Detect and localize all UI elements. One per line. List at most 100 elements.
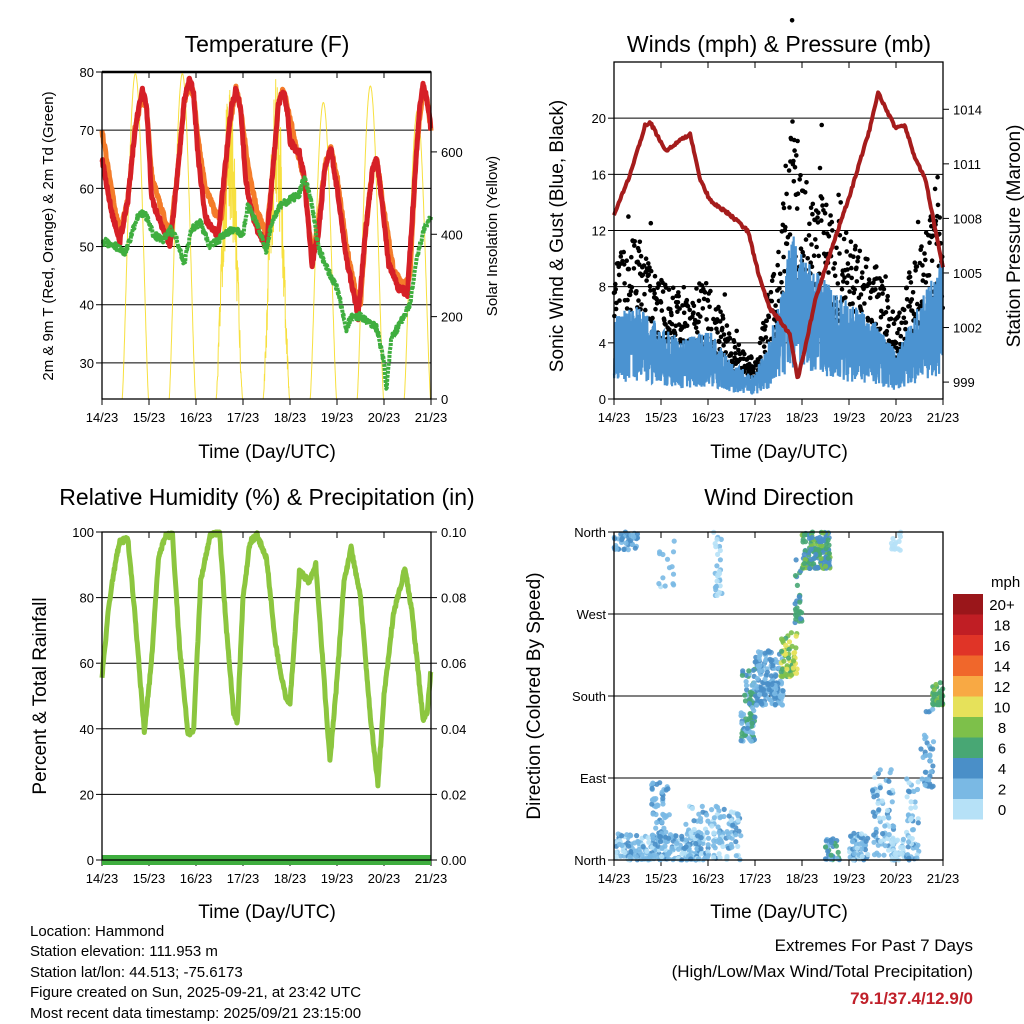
gust-point [626,214,631,219]
gust-point [901,307,907,313]
gust-point [923,280,929,285]
wind-direction-point [754,685,760,691]
wind-direction-point [757,651,763,658]
gust-point [777,271,783,277]
gust-point [652,291,657,296]
wind-direction-point [714,536,720,543]
gust-point [650,315,655,321]
y-right-tick-label: 0.04 [441,722,466,737]
wind-direction-point [613,546,620,552]
wind-direction-point [892,545,899,551]
gust-point [639,302,644,307]
gust-point [777,286,782,291]
gust-point [868,295,873,301]
wind-direction-point [822,856,829,862]
gust-point [898,333,904,339]
gust-point [721,332,727,337]
gust-point [629,285,635,290]
gust-point [727,335,733,341]
gust-point [815,215,820,220]
wind-direction-point [859,846,865,852]
latlon-text: Station lat/lon: 44.513; -75.6173 [30,964,243,981]
wind-direction-point [679,836,685,842]
gust-point [632,243,637,248]
gust-point [797,177,802,182]
gust-point [808,260,813,266]
gust-point [843,295,848,300]
gust-point [621,262,627,267]
gust-point [667,327,672,332]
wind-direction-point [937,680,943,686]
x-tick-label: 21/23 [415,871,448,886]
wind-direction-point [769,657,775,663]
gust-point [637,239,643,245]
gust-point [670,285,676,291]
gust-point [937,215,942,220]
gust-point [629,254,634,260]
gust-point [703,281,709,286]
wind-direction-point [762,692,768,698]
2m-t-line [99,75,433,323]
wind-direction-point [683,837,689,843]
wind-direction-point [826,550,832,556]
x-tick-label: 21/23 [927,871,960,886]
wind-direction-point [712,541,718,547]
gust-point [666,287,672,292]
y-right-tick-label: 0.02 [441,787,466,802]
colorbar-label: 0 [998,802,1006,819]
wind-direction-point [935,699,941,705]
gust-point [791,179,797,184]
gust-point [616,272,622,278]
wind-direction-point [713,803,719,810]
gust-point [654,297,659,302]
wind-direction-point [696,811,702,817]
wind-direction-point [625,547,631,553]
wind-direction-point [885,835,891,842]
wind-direction-point [886,832,892,838]
wind-direction-point [793,608,799,614]
gust-point [654,300,660,306]
winds-pressure-panel: Winds (mph) & Pressure (mb) Time (Day/UT… [547,18,1024,463]
wind-direction-point [716,829,722,836]
gust-point [787,205,792,210]
gust-point [810,211,815,217]
x-tick-label: 16/23 [180,410,213,425]
gust-point [885,293,890,299]
wind-direction-point [825,555,831,561]
wind-direction-point [812,565,818,571]
gust-point [733,351,738,356]
gust-point [638,253,644,259]
wind-direction-point [825,537,831,543]
gust-point [764,318,769,324]
wind-direction-point [914,786,921,793]
wind-direction-point [870,788,876,794]
gust-point [734,328,739,334]
gust-point [923,257,928,263]
gust-point [893,340,899,346]
gust-point [852,287,857,292]
y-right-tick-label: 0 [441,392,448,407]
wind-direction-point [818,538,824,545]
wind-direction-point [650,832,656,838]
wind-direction-point [915,816,921,822]
wind-direction-point [749,720,755,726]
wind-direction-point [717,836,723,842]
gust-point [918,303,924,309]
wind-direction-point [757,691,763,698]
wind-direction-point [717,547,723,554]
colorbar-swatch [953,614,983,635]
wind-direction-point [663,829,669,835]
colorbar-label: 4 [998,761,1006,778]
wind-direction-point [871,852,878,858]
gust-point [853,243,858,249]
gust-point [798,173,803,178]
wind-direction-point [738,738,744,744]
gust-point [844,280,850,286]
gust-point [802,190,808,195]
wind-direction-point [888,839,895,845]
gust-point [696,298,702,304]
colorbar-swatch [953,758,983,779]
gust-point [856,295,862,301]
gust-point [790,119,795,124]
wind-direction-point [811,555,817,562]
